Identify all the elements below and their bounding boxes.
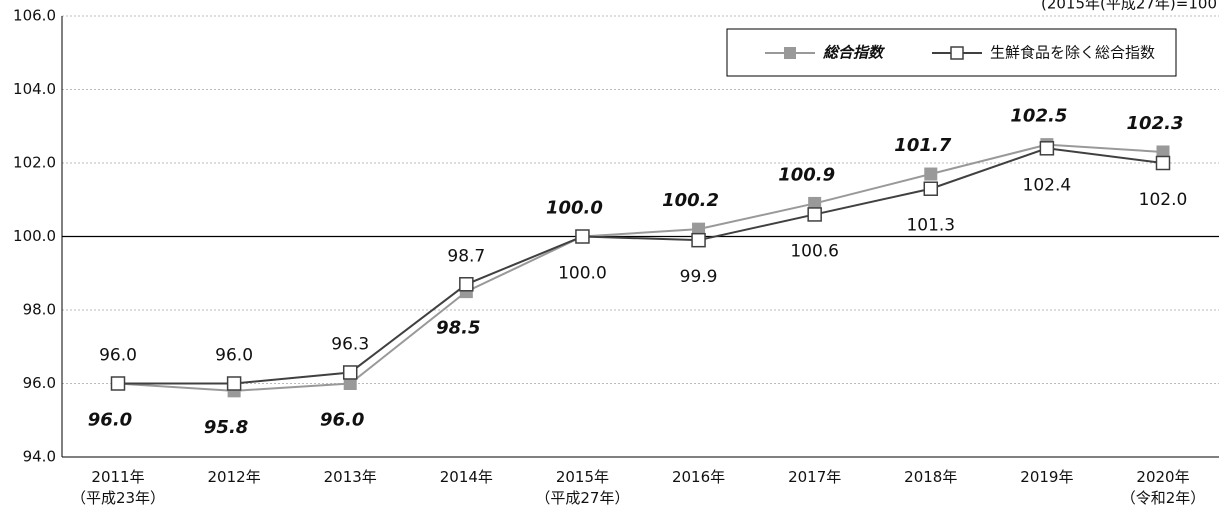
value-label: 96.0 (320, 410, 364, 431)
marker (923, 181, 939, 196)
marker (343, 377, 357, 390)
value-label: 102.3 (1127, 113, 1184, 134)
series-line (118, 147, 1164, 385)
legend-label: 総合指数 (822, 44, 886, 62)
value-label: 102.0 (1139, 190, 1188, 210)
value-label: 99.9 (680, 267, 718, 287)
marker (808, 196, 822, 210)
y-tick-label: 102.0 (13, 154, 56, 172)
x-tick-label-line: 2014年 (440, 468, 493, 486)
marker (691, 232, 706, 248)
marker (342, 365, 358, 380)
x-tick-label-line: 2017年 (788, 468, 841, 486)
y-tick-label: 106.0 (13, 7, 56, 25)
value-label: 100.9 (778, 164, 835, 185)
marker (807, 207, 822, 222)
x-tick-label: 2012年 (208, 468, 261, 486)
x-tick-label-line: （平成27年） (535, 489, 629, 507)
value-label: 101.7 (894, 135, 951, 156)
x-tick-label-line: （平成23年） (71, 489, 165, 507)
x-tick-label: 2020年 （令和2年） (1121, 468, 1206, 507)
value-label: 101.3 (906, 216, 955, 236)
value-label: 98.5 (436, 318, 480, 339)
x-tick-label-line: 2011年 (91, 468, 144, 486)
x-tick-label-line: 2012年 (208, 468, 261, 486)
x-tick-label-line: 2018年 (904, 468, 957, 486)
value-label: 98.7 (447, 246, 485, 266)
y-tick-label: 100.0 (13, 227, 56, 245)
x-tick-label: 2019年 (1020, 468, 1073, 486)
marker (924, 167, 938, 181)
value-label: 96.0 (88, 410, 132, 431)
x-tick-label: 2011年 （平成23年） (71, 468, 165, 507)
x-tick-label: 2014年 (440, 468, 493, 486)
x-tick-label-line: 2015年 (556, 468, 609, 486)
value-label: 100.6 (790, 241, 839, 261)
marker (1156, 145, 1170, 159)
marker (692, 222, 706, 236)
x-tick-label-line: 2016年 (672, 468, 725, 486)
x-tick-label: 2016年 (672, 468, 725, 486)
y-tick-label: 94.0 (23, 448, 56, 466)
x-tick-label-line: 2019年 (1020, 468, 1073, 486)
legend-marker (784, 47, 796, 59)
value-label: 100.2 (662, 190, 719, 211)
marker (226, 376, 242, 391)
value-label: 102.4 (1023, 175, 1072, 195)
marker (575, 229, 590, 244)
y-tick-label: 104.0 (13, 80, 56, 98)
marker (110, 376, 126, 391)
value-label: 96.0 (215, 346, 253, 366)
value-label: 96.0 (99, 346, 137, 366)
x-tick-label-line: （令和2年） (1121, 489, 1206, 507)
value-label: 100.0 (558, 264, 607, 284)
x-tick-label: 2018年 (904, 468, 957, 486)
legend-marker (950, 46, 964, 60)
marker (459, 277, 474, 292)
x-tick-label: 2017年 (788, 468, 841, 486)
value-label: 100.0 (546, 198, 603, 219)
x-tick-label: 2013年 (324, 468, 377, 486)
y-tick-label: 98.0 (23, 301, 56, 319)
x-tick-label: 2015年 （平成27年） (535, 468, 629, 507)
x-tick-label-line: 2020年 (1136, 468, 1189, 486)
legend-label: 生鮮食品を除く総合指数 (990, 44, 1155, 62)
annotation: (2015年(平成27年)=100 (1041, 0, 1217, 13)
value-label: 95.8 (204, 417, 248, 438)
series-line (117, 143, 1164, 392)
y-tick-label: 96.0 (23, 374, 56, 392)
value-label: 96.3 (331, 334, 369, 354)
marker (1155, 155, 1171, 171)
marker (1039, 141, 1055, 156)
x-tick-label-line: 2013年 (324, 468, 377, 486)
value-label: 102.5 (1010, 106, 1067, 127)
